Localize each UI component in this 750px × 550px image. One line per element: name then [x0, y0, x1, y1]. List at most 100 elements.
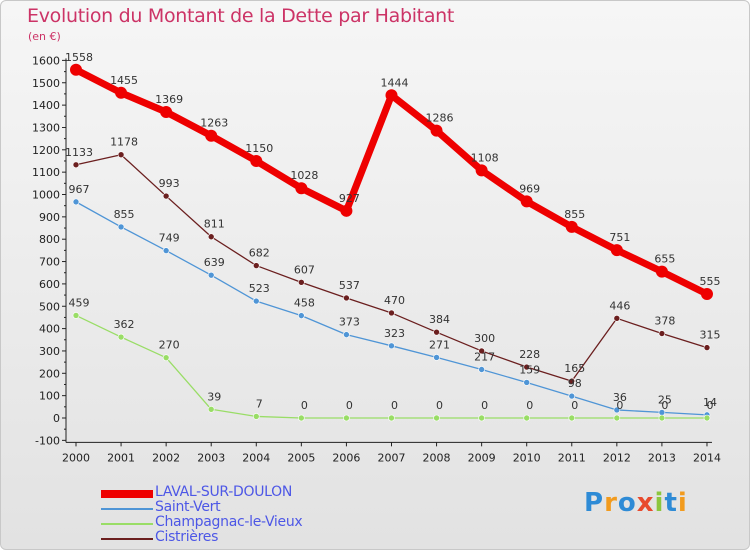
legend-label: LAVAL-SUR-DOULON: [155, 484, 293, 500]
data-point: [298, 312, 305, 319]
data-point: [475, 164, 488, 177]
data-label: 1133: [65, 146, 93, 159]
y-tick-label: 600: [39, 278, 60, 291]
series-cistrieres: [72, 151, 711, 385]
data-point: [433, 354, 440, 361]
data-label: 459: [69, 296, 90, 309]
series-saint-vert: [72, 198, 711, 419]
data-point: [340, 204, 353, 217]
legend-swatch: [101, 508, 153, 510]
data-point: [252, 262, 260, 269]
data-point: [162, 192, 170, 200]
data-label: 0: [661, 399, 668, 412]
data-point: [117, 223, 125, 231]
data-label: 323: [384, 327, 405, 340]
legend-swatch: [101, 538, 153, 540]
data-point: [655, 265, 668, 278]
data-label: 811: [204, 218, 225, 231]
y-tick-label: 0: [53, 412, 60, 425]
data-label: 362: [114, 318, 135, 331]
data-point: [478, 414, 485, 422]
logo-letter: i: [677, 488, 688, 518]
y-tick-label: 1100: [32, 166, 60, 179]
data-point: [117, 151, 125, 159]
x-tick-label: 2012: [603, 451, 631, 464]
data-point: [433, 328, 440, 336]
y-tick-label: 1400: [32, 99, 60, 112]
x-tick-label: 2008: [423, 451, 451, 464]
data-label: 993: [159, 177, 180, 190]
x-tick-label: 2010: [513, 451, 541, 464]
data-label: 0: [391, 399, 398, 412]
series-layer: [70, 63, 713, 422]
x-tick-label: 2007: [377, 451, 405, 464]
data-point: [658, 414, 666, 422]
y-tick-label: 800: [39, 233, 60, 246]
data-label: 1178: [110, 136, 138, 149]
data-point: [298, 414, 305, 422]
data-label: 749: [159, 232, 180, 245]
data-label: 14: [703, 396, 717, 409]
data-point: [523, 379, 531, 386]
data-point: [388, 309, 395, 317]
data-point: [478, 366, 485, 373]
data-point: [72, 312, 80, 319]
data-label: 967: [69, 183, 90, 196]
data-label: 228: [519, 348, 540, 361]
logo-letter: t: [664, 488, 678, 518]
logo-letter: r: [604, 488, 618, 518]
data-point: [568, 392, 576, 400]
data-point: [568, 377, 576, 385]
data-label: 537: [339, 279, 360, 292]
data-point: [610, 244, 623, 257]
data-label: 1150: [245, 142, 273, 155]
y-tick-label: 1000: [32, 189, 60, 202]
unit-label: (en €): [28, 30, 61, 43]
data-label: 1263: [200, 117, 228, 130]
data-label: 0: [346, 399, 353, 412]
data-label: 555: [699, 275, 720, 288]
data-point: [250, 154, 263, 167]
data-label: 655: [654, 253, 675, 266]
data-point: [162, 354, 170, 361]
y-tick-label: -100: [35, 434, 60, 447]
legend-label: Saint-Vert: [155, 499, 221, 515]
y-tick-label: 500: [39, 300, 60, 313]
y-tick-label: 700: [39, 256, 60, 269]
data-point: [207, 405, 215, 413]
data-point: [613, 406, 621, 414]
data-label: 1028: [290, 169, 318, 182]
data-point: [70, 63, 82, 76]
data-point: [72, 198, 80, 206]
data-point: [568, 414, 576, 422]
x-tick-label: 2002: [152, 451, 180, 464]
y-tick-label: 900: [39, 211, 60, 224]
data-point: [385, 89, 398, 102]
data-point: [388, 414, 395, 422]
chart-title: Evolution du Montant de la Dette par Hab…: [27, 5, 455, 27]
data-point: [703, 414, 711, 422]
x-tick-label: 2006: [332, 451, 360, 464]
x-tick-label: 2009: [468, 451, 496, 464]
data-point: [162, 247, 170, 254]
data-label: 458: [294, 297, 315, 310]
series-laval-sur-doulon: [70, 63, 713, 300]
data-label: 470: [384, 294, 405, 307]
data-point: [115, 86, 128, 99]
y-tick-label: 400: [39, 323, 60, 336]
chart-axes: -100010020030040050060070080090010001100…: [32, 54, 721, 464]
data-label: 969: [519, 182, 540, 195]
data-point: [207, 271, 215, 279]
data-label: 0: [571, 399, 578, 412]
legend-label: Champagnac-le-Vieux: [155, 514, 303, 530]
data-label: 270: [159, 339, 180, 352]
y-tick-label: 300: [39, 345, 60, 358]
data-label: 0: [706, 399, 713, 412]
x-tick-label: 2003: [197, 451, 225, 464]
data-point: [343, 294, 350, 302]
data-label: 1558: [65, 51, 93, 64]
data-label: 682: [249, 247, 270, 260]
data-point: [703, 344, 711, 351]
data-label: 0: [616, 399, 623, 412]
data-point: [613, 315, 621, 322]
